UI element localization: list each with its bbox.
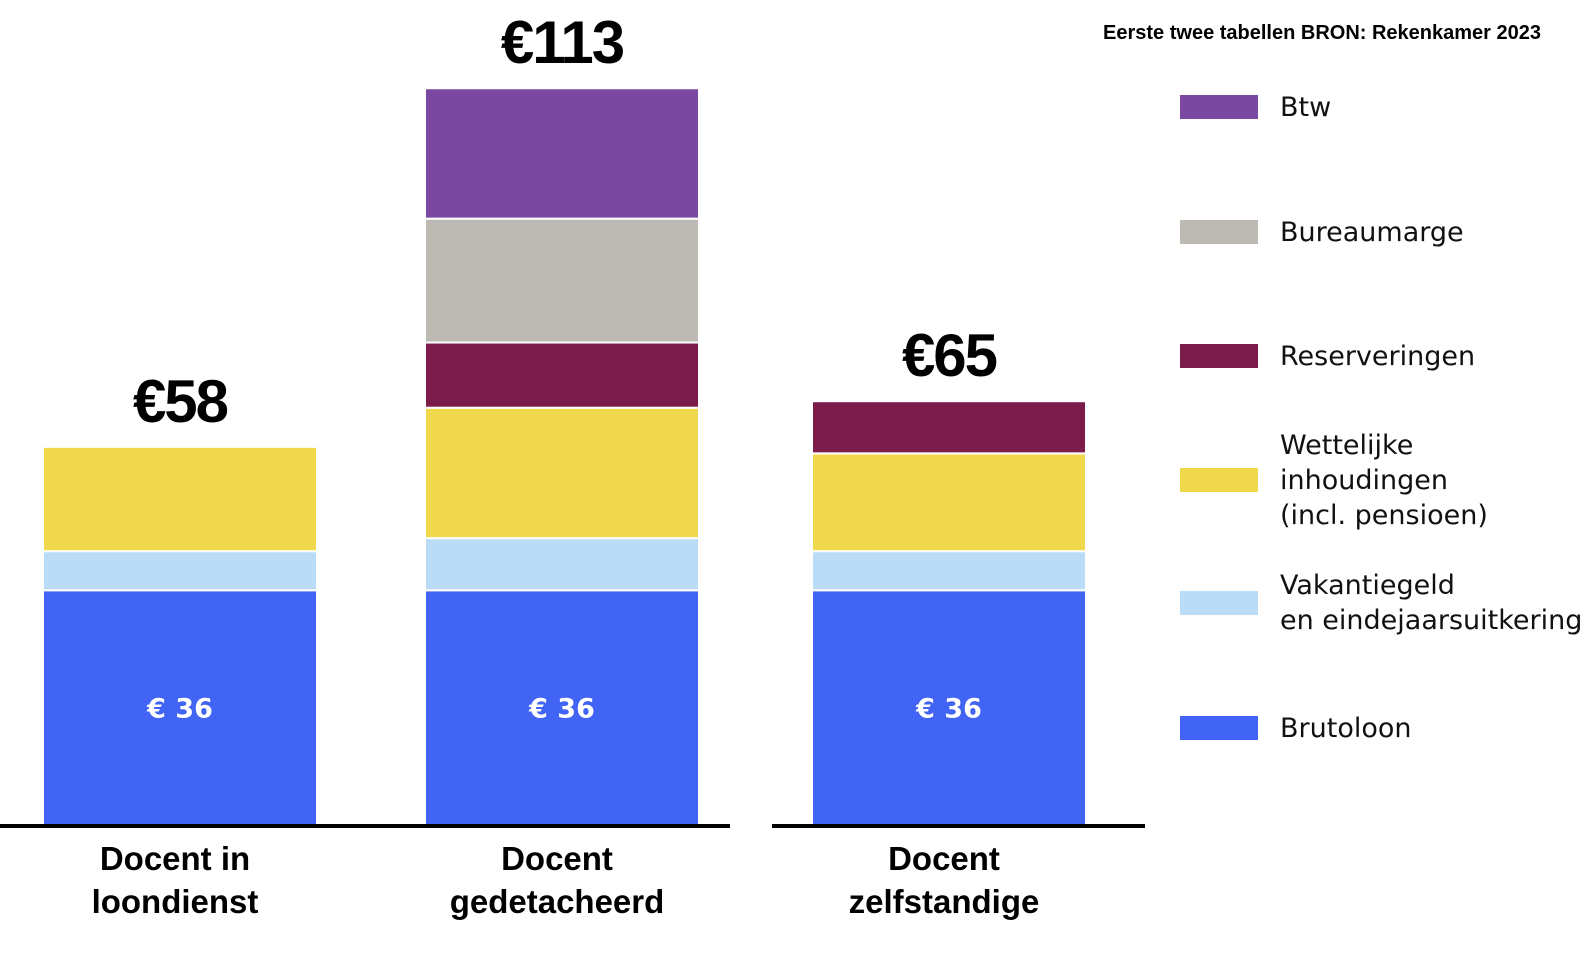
bar-segment [424, 341, 700, 409]
legend-label: Bureaumarge [1280, 216, 1464, 248]
legend-label: Vakantiegeld en eindejaarsuitkering [1280, 570, 1583, 636]
bar-segment [424, 537, 700, 592]
legend-label: Reserveringen [1280, 340, 1476, 372]
category-label: Docent [501, 840, 613, 877]
bar-total-label: €58 [133, 368, 228, 435]
legend-swatch [1180, 716, 1258, 740]
legend-item: Wettelijke inhoudingen (incl. pensioen) [1180, 428, 1488, 533]
segment-value-label: € 36 [528, 694, 595, 725]
legend-swatch [1180, 344, 1258, 368]
bar-segment [811, 400, 1087, 455]
source-note: Eerste twee tabellen BRON: Rekenkamer 20… [1103, 22, 1541, 44]
legend-item: Vakantiegeld en eindejaarsuitkering [1180, 568, 1582, 638]
bar-segment [811, 550, 1087, 592]
category-label: Docent in [100, 840, 250, 877]
bar-segment [42, 589, 318, 827]
bar-total-label: €113 [501, 9, 624, 76]
bar-total-label: €65 [902, 322, 997, 389]
legend-swatch [1180, 591, 1258, 615]
legend-swatch [1180, 468, 1258, 492]
category-label: gedetacheerd [450, 883, 665, 920]
legend-item: Btw [1180, 90, 1331, 125]
category-label: zelfstandige [849, 883, 1040, 920]
bar-segment [424, 87, 700, 220]
legend-item: Brutoloon [1180, 711, 1412, 746]
legend-swatch [1180, 220, 1258, 244]
legend-label: Brutoloon [1280, 712, 1412, 744]
segment-value-label: € 36 [146, 694, 213, 725]
category-label: loondienst [92, 883, 259, 920]
category-label: Docent [888, 840, 1000, 877]
legend-label: Btw [1280, 91, 1332, 123]
legend-label: Wettelijke inhoudingen (incl. pensioen) [1280, 429, 1488, 531]
bar-segment [424, 217, 700, 344]
bar-segment [811, 452, 1087, 553]
bar-segment [811, 589, 1087, 827]
bar-segment [42, 550, 318, 592]
bar-segment [424, 406, 700, 540]
segment-value-label: € 36 [915, 694, 982, 725]
bar-segment [42, 445, 318, 553]
legend-item: Bureaumarge [1180, 215, 1464, 250]
legend: Btw Bureaumarge Reserveringen Wettelijke in… [1180, 0, 1591, 800]
legend-swatch [1180, 95, 1258, 119]
legend-item: Reserveringen [1180, 339, 1475, 374]
